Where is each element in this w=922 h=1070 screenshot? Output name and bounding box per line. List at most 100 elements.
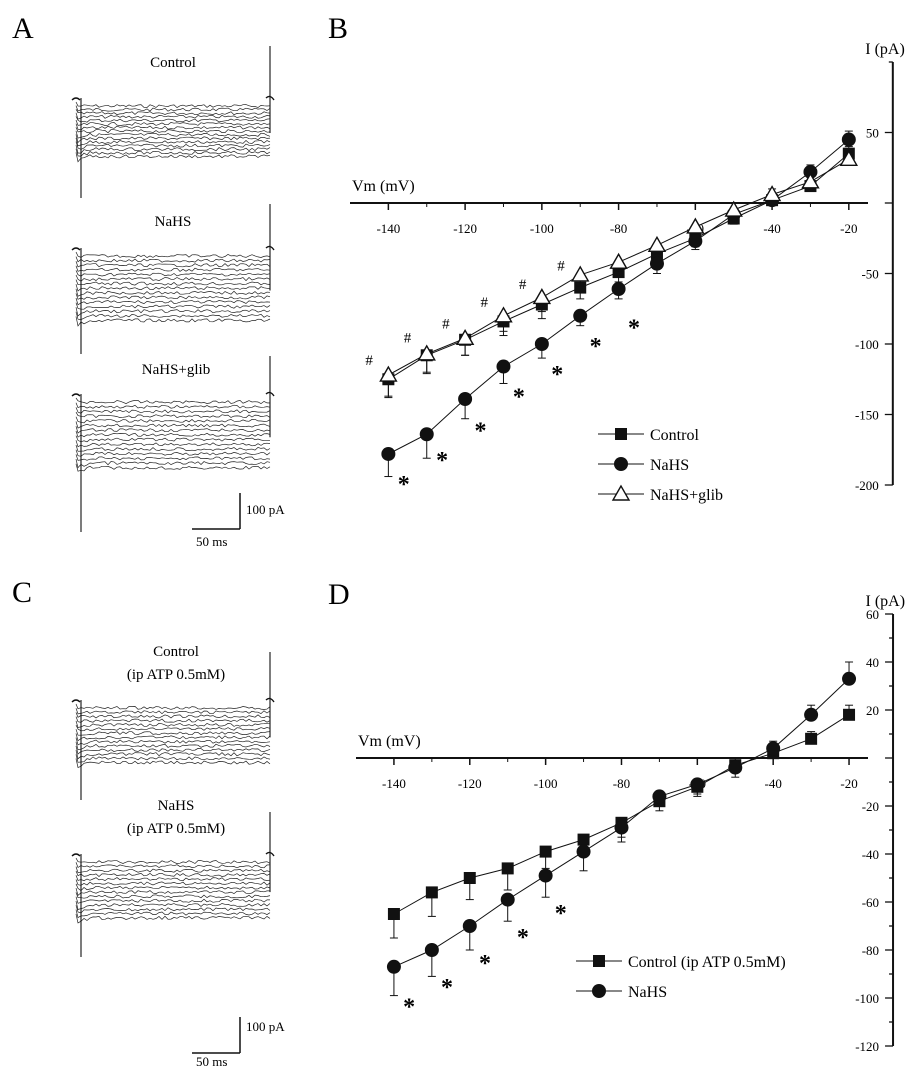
panel-b: B -140-120-100-80-60-40-2050-50-100-150-…	[328, 12, 905, 504]
data-point	[842, 671, 857, 686]
current-trace	[75, 459, 271, 469]
significance-star: *	[513, 385, 525, 411]
current-trace	[75, 729, 271, 736]
legend-marker	[614, 457, 628, 471]
current-trace	[75, 270, 271, 277]
trace-end-marker	[265, 697, 275, 703]
x-tick-label: -140	[376, 221, 400, 236]
current-trace	[75, 311, 271, 320]
y-tick-label: -100	[855, 991, 879, 1006]
y-tick-label: 20	[866, 703, 879, 718]
significance-star: *	[441, 975, 453, 1001]
legend-label: Control	[650, 427, 699, 444]
data-point	[379, 365, 398, 382]
significance-hash: #	[442, 316, 450, 332]
current-trace	[75, 112, 271, 120]
data-point	[841, 132, 856, 147]
scale-bar-a-time: 50 ms	[196, 534, 227, 549]
current-trace	[75, 302, 271, 310]
current-trace	[75, 440, 271, 448]
x-tick-label: -20	[840, 221, 857, 236]
current-trace	[75, 892, 271, 899]
significance-star: *	[517, 925, 529, 951]
significance-star: *	[398, 472, 410, 498]
legend-marker	[615, 428, 627, 440]
data-point	[574, 281, 587, 294]
data-point	[577, 833, 590, 846]
data-point	[462, 919, 477, 933]
panel-a: A Control NaHS NaHS+glib 100 pA 50 ms	[12, 12, 285, 549]
trace-start-marker	[71, 97, 81, 101]
current-trace	[75, 716, 271, 723]
data-point	[576, 844, 591, 859]
x-tick-label: -140	[382, 776, 406, 791]
current-trace	[75, 879, 271, 886]
significance-hash: #	[519, 277, 527, 293]
data-point	[652, 789, 667, 804]
current-traces-c-nahs	[71, 812, 275, 957]
data-point	[424, 943, 439, 957]
trace-label-control: Control	[150, 55, 196, 71]
data-point	[804, 707, 819, 722]
current-trace	[75, 288, 271, 297]
current-trace	[75, 152, 271, 163]
current-trace	[75, 703, 271, 710]
trace-label-c-control-1: Control	[153, 644, 199, 660]
current-trace	[75, 883, 271, 892]
data-point	[500, 892, 515, 907]
current-trace	[75, 109, 271, 116]
data-point	[649, 256, 664, 271]
panel-letter-c: C	[12, 576, 32, 609]
series-triangle	[379, 149, 859, 397]
trace-label-nahs: NaHS	[155, 214, 192, 230]
current-trace	[75, 463, 271, 472]
data-point	[425, 886, 438, 899]
scale-bar-c-time: 50 ms	[196, 1054, 227, 1069]
current-trace	[75, 105, 271, 112]
y-tick-label: -60	[862, 895, 879, 910]
current-trace	[75, 127, 271, 134]
panel-letter-d: D	[328, 578, 350, 611]
current-traces-nahs-glib	[71, 356, 275, 532]
significance-hash: #	[404, 330, 412, 346]
current-traces-c-control	[71, 652, 275, 800]
significance-hash: #	[365, 353, 373, 369]
current-trace	[75, 741, 271, 751]
current-trace	[75, 256, 271, 263]
data-point	[463, 872, 476, 884]
current-trace	[75, 750, 271, 760]
current-trace	[75, 430, 271, 438]
x-axis-title: Vm (mV)	[352, 178, 415, 195]
trace-end-marker	[265, 391, 275, 397]
current-trace	[75, 116, 271, 123]
current-trace	[75, 134, 271, 144]
current-trace	[75, 857, 271, 864]
data-point	[803, 164, 818, 179]
y-tick-label: 40	[866, 655, 879, 670]
data-point	[532, 288, 552, 305]
data-point	[801, 172, 820, 189]
legend-label: NaHS+glib	[650, 487, 723, 504]
data-point	[571, 265, 590, 282]
y-tick-label: 60	[866, 607, 879, 622]
y-tick-label: -50	[861, 267, 878, 282]
data-point	[805, 732, 818, 745]
panel-letter-a: A	[12, 12, 34, 45]
x-tick-label: -100	[530, 221, 554, 236]
scale-bar-a-current: 100 pA	[246, 502, 285, 517]
current-trace	[75, 888, 270, 897]
current-trace	[75, 866, 271, 874]
data-point	[612, 266, 625, 279]
data-point	[647, 235, 667, 253]
series-circle	[386, 661, 857, 997]
significance-star: *	[403, 994, 415, 1020]
data-point	[690, 777, 705, 792]
current-trace	[75, 284, 271, 292]
current-trace	[75, 119, 271, 126]
current-trace	[75, 754, 271, 763]
trace-label-c-control-2: (ip ATP 0.5mM)	[127, 667, 225, 683]
y-axis-title: I (pA)	[865, 41, 905, 58]
current-trace	[75, 909, 271, 919]
current-trace	[75, 712, 271, 719]
